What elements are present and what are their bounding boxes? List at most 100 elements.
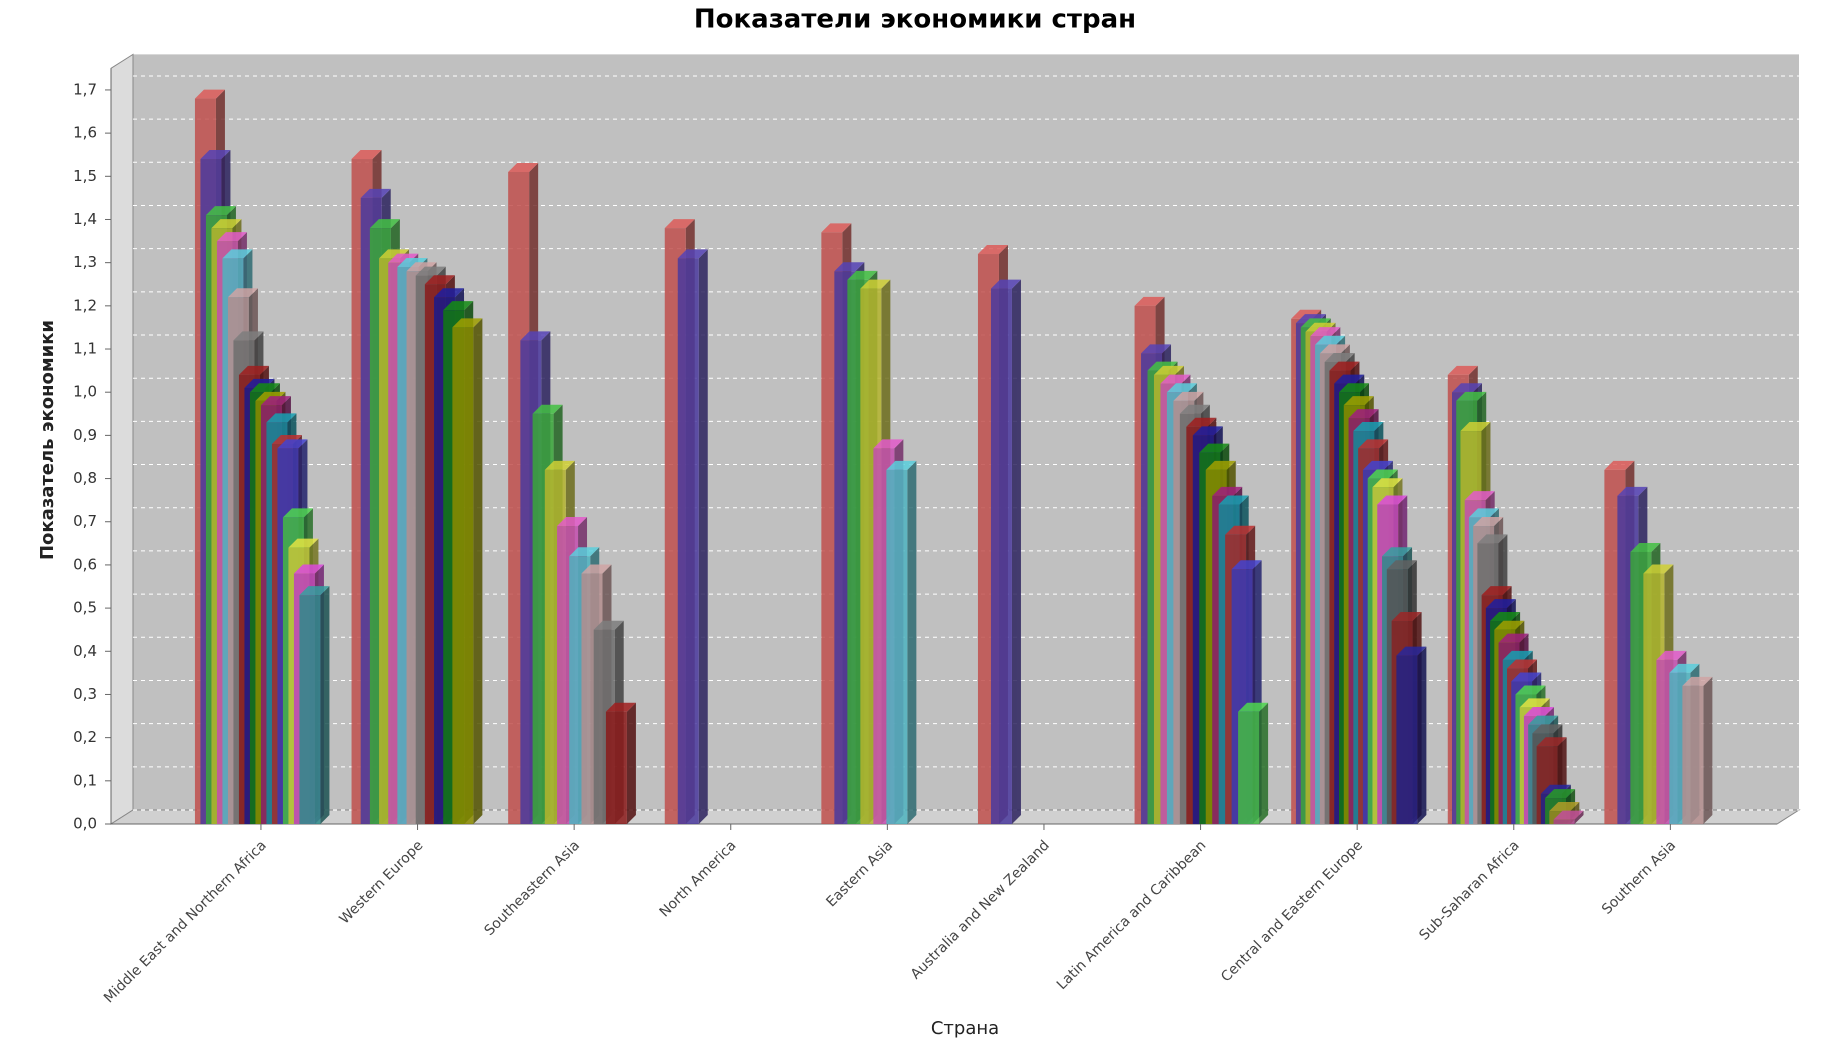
bar-top [1192, 426, 1223, 436]
bar-top [205, 206, 236, 216]
bar-side [320, 586, 330, 824]
y-tick-label: 1,0 [73, 383, 97, 401]
bar-top [1173, 391, 1204, 401]
bar-top [249, 383, 280, 393]
x-tick-label: Central and Eastern Europe [1218, 838, 1366, 986]
bar-top [1473, 517, 1504, 527]
y-axis-title: Показатель экономики [37, 320, 58, 560]
y-tick-label: 1,7 [73, 80, 97, 98]
x-tick-label: Western Europe [336, 838, 426, 928]
bar-top [351, 150, 382, 160]
bar-top [1669, 663, 1700, 673]
bar-top [1464, 491, 1495, 501]
x-tick-label: Middle East and Northern Africa [101, 838, 270, 1007]
bar-front [1553, 819, 1575, 824]
bar-front [452, 327, 474, 824]
bar-top [1490, 612, 1521, 622]
x-tick-label: Latin America and Caribbean [1054, 838, 1210, 994]
bar [1396, 646, 1427, 824]
bar-top [1353, 422, 1384, 432]
bar-top [1358, 439, 1389, 449]
chart-title: Показатели экономики стран [694, 5, 1136, 35]
bar-side [626, 702, 636, 824]
bar-top [1523, 707, 1554, 717]
y-tick-label: 0,7 [73, 512, 97, 530]
bar [1553, 810, 1584, 824]
bar-top [1324, 352, 1355, 362]
bar-top [288, 538, 319, 548]
bar-front [1682, 685, 1704, 824]
bar-top [282, 508, 313, 518]
bar-top [821, 223, 852, 233]
bar-top [1382, 547, 1413, 557]
bar-front [990, 288, 1012, 824]
y-tick-label: 1,5 [73, 167, 97, 185]
y-tick-label: 0,1 [73, 771, 97, 789]
bar-top [581, 564, 612, 574]
bar-top [1494, 620, 1525, 630]
bar-top [1338, 383, 1369, 393]
bar-top [1460, 422, 1491, 432]
y-tick-label: 1,2 [73, 296, 97, 314]
bar-top [266, 413, 297, 423]
bar-top [1511, 672, 1542, 682]
bar-top [1468, 508, 1499, 518]
bar-top [1141, 344, 1172, 354]
bar-side [907, 460, 917, 824]
y-tick-label: 0,0 [73, 815, 97, 833]
bar-top [1682, 676, 1713, 686]
bar-top [434, 288, 465, 298]
y-tick-label: 0,5 [73, 599, 97, 617]
bar [1238, 702, 1269, 824]
bar-top [664, 219, 695, 229]
x-tick-label: North America [657, 838, 740, 921]
bar-top [452, 318, 483, 328]
bar-top [260, 396, 291, 406]
y-tick-label: 0,4 [73, 642, 97, 660]
bar-top [233, 331, 264, 341]
y-tick-label: 0,9 [73, 426, 97, 444]
x-tick-label: Southeastern Asia [482, 838, 583, 939]
bar-top [520, 331, 551, 341]
side-wall [110, 53, 134, 825]
bar-top [847, 270, 878, 280]
bar-top [1310, 327, 1341, 337]
bar [605, 702, 636, 824]
bar-front [1238, 711, 1260, 824]
x-tick-label: Eastern Asia [823, 838, 896, 911]
bar-front [299, 595, 321, 824]
bar-top [238, 365, 269, 375]
bar-front [1396, 655, 1418, 824]
bar-top [1199, 443, 1230, 453]
bar-top [544, 460, 575, 470]
bar-top [1218, 495, 1249, 505]
bar-top [1343, 396, 1374, 406]
bar-top [227, 288, 258, 298]
bar-front [886, 469, 908, 824]
bar-top [216, 232, 247, 242]
bar-top [360, 188, 391, 198]
bar-top [1519, 698, 1550, 708]
bar [886, 460, 917, 824]
bar-front [605, 711, 627, 824]
bar-top [1456, 391, 1487, 401]
bar-top [1481, 586, 1512, 596]
bar-side [1259, 702, 1269, 824]
bar-top [1485, 599, 1516, 609]
bar-top [1502, 650, 1533, 660]
bar-top [532, 404, 563, 414]
bar-top [1315, 335, 1346, 345]
bar-top [1334, 374, 1365, 384]
bar-top [593, 620, 624, 630]
bar-front [677, 258, 699, 824]
bar-side [1574, 810, 1584, 824]
bar-top [1319, 344, 1350, 354]
y-tick-label: 0,3 [73, 685, 97, 703]
y-tick-label: 1,4 [73, 210, 97, 228]
bar-top [299, 586, 330, 596]
y-tick-label: 1,6 [73, 124, 97, 142]
bar-top [990, 279, 1021, 289]
bar-top [1186, 417, 1217, 427]
bar-top [1604, 460, 1635, 470]
bar-top [293, 564, 324, 574]
